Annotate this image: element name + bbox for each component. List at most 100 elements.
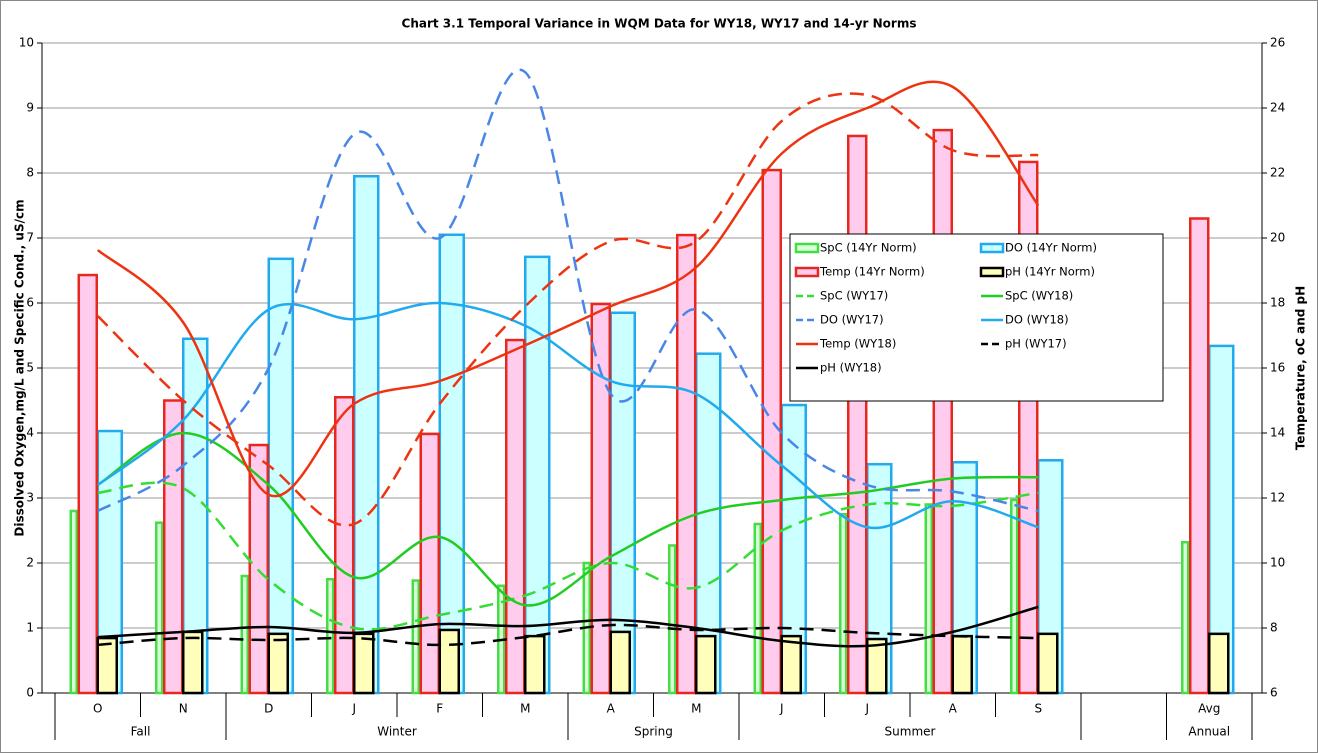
y-tick-label: 5 — [26, 361, 34, 375]
y-tick-label: 10 — [19, 36, 34, 50]
bar — [1181, 540, 1190, 695]
x-tick-label: A — [607, 702, 616, 716]
y2-tick-label: 14 — [1270, 426, 1285, 440]
group-label: Summer — [885, 725, 936, 739]
bar — [676, 233, 697, 695]
y-tick-label: 0 — [26, 686, 34, 700]
x-tick-label: S — [1034, 702, 1042, 716]
bar — [353, 632, 375, 695]
line-series — [97, 481, 1039, 631]
bar — [847, 134, 868, 695]
bar — [1189, 217, 1210, 695]
legend-label: DO (WY18) — [1005, 313, 1069, 327]
bar — [96, 636, 118, 695]
legend-swatch — [979, 266, 1005, 278]
y-tick-label: 9 — [26, 101, 34, 115]
group-label: Annual — [1188, 725, 1230, 739]
line-series — [97, 605, 1039, 648]
bar — [590, 302, 611, 695]
bar — [1010, 498, 1019, 695]
bar — [1037, 632, 1059, 695]
y-tick-label: 1 — [26, 621, 34, 635]
y2-tick-label: 12 — [1270, 491, 1285, 505]
x-tick-label: N — [179, 702, 188, 716]
bar — [334, 396, 355, 695]
bar — [609, 630, 631, 695]
x-tick-label: M — [520, 702, 530, 716]
legend-swatch — [979, 242, 1005, 254]
x-tick-label: A — [949, 702, 958, 716]
y-tick-label: 7 — [26, 231, 34, 245]
bar — [924, 503, 933, 695]
bar — [77, 273, 98, 695]
bar — [695, 634, 717, 695]
bar — [1208, 632, 1230, 695]
legend-label: Temp (WY18) — [819, 337, 896, 351]
bar — [753, 522, 762, 695]
bar — [69, 509, 78, 695]
x-tick-label: O — [93, 702, 102, 716]
x-tick-label: F — [436, 702, 443, 716]
x-tick-label: J — [779, 702, 784, 716]
y2-tick-label: 20 — [1270, 231, 1285, 245]
y-axis-label: Dissolved Oxygen,mg/L and Specific Cond.… — [13, 199, 27, 536]
y2-tick-label: 24 — [1270, 101, 1285, 115]
bar — [761, 168, 782, 695]
bar — [182, 630, 204, 695]
y-tick-label: 4 — [26, 426, 34, 440]
bar — [438, 233, 465, 695]
bar — [438, 628, 460, 695]
legend-swatch — [794, 242, 820, 254]
legend-swatch — [794, 266, 820, 278]
line-series — [96, 92, 1039, 527]
y2-tick-label: 8 — [1270, 621, 1278, 635]
group-label: Winter — [377, 725, 417, 739]
y-tick-label: 8 — [26, 166, 34, 180]
x-tick-label: M — [691, 702, 701, 716]
bar — [411, 579, 420, 695]
y-tick-label: 2 — [26, 556, 34, 570]
line-series — [96, 301, 1039, 530]
x-tick-label: J — [864, 702, 869, 716]
bar — [326, 578, 335, 695]
y2-axis-label: Temperature, oC and pH — [1294, 286, 1308, 450]
bar — [668, 544, 677, 695]
bar — [839, 513, 848, 695]
y2-tick-label: 6 — [1270, 686, 1278, 700]
bar — [163, 399, 184, 695]
line-series — [97, 68, 1039, 513]
y2-tick-label: 16 — [1270, 361, 1285, 375]
line-series — [97, 623, 1039, 647]
legend-label: SpC (WY17) — [820, 289, 888, 303]
bar — [524, 255, 551, 695]
legend-label: pH (WY17) — [1005, 337, 1067, 351]
legend-label: SpC (WY18) — [1005, 289, 1073, 303]
bar — [780, 634, 802, 695]
line-series — [96, 80, 1040, 498]
bar — [267, 632, 289, 695]
y-tick-label: 6 — [26, 296, 34, 310]
legend-label: DO (14Yr Norm) — [1005, 241, 1097, 255]
legend-label: pH (WY18) — [820, 361, 882, 375]
bar — [505, 338, 526, 695]
y2-tick-label: 26 — [1270, 36, 1285, 50]
chart-title: Chart 3.1 Temporal Variance in WQM Data … — [402, 17, 917, 31]
legend-box — [789, 233, 1164, 402]
y2-tick-label: 18 — [1270, 296, 1285, 310]
legend-label: DO (WY17) — [820, 313, 884, 327]
x-tick-label: D — [264, 702, 273, 716]
bar — [353, 175, 380, 695]
bar — [155, 521, 164, 695]
group-label: Fall — [131, 725, 151, 739]
bar — [240, 574, 249, 695]
bar — [866, 637, 888, 695]
bar — [932, 128, 953, 695]
x-tick-label: Avg — [1198, 702, 1220, 716]
legend-label: Temp (14Yr Norm) — [819, 265, 925, 279]
y2-tick-label: 22 — [1270, 166, 1285, 180]
group-label: Spring — [634, 725, 673, 739]
y2-tick-label: 10 — [1270, 556, 1285, 570]
x-tick-label: J — [351, 702, 356, 716]
legend-label: pH (14Yr Norm) — [1005, 265, 1095, 279]
